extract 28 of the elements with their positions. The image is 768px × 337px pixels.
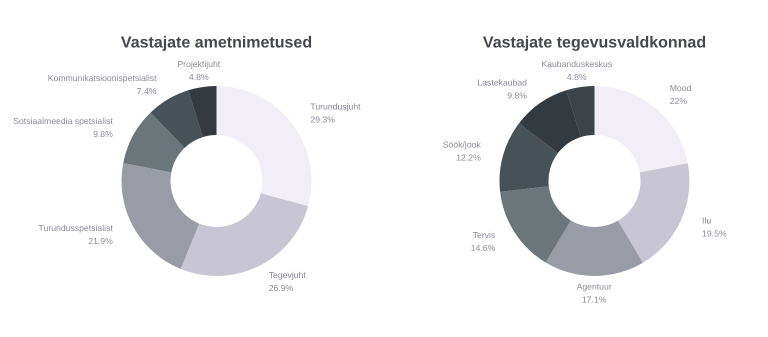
data-label: 7.4% <box>136 86 157 96</box>
slice-label: Söök/jook <box>442 140 482 150</box>
data-label: 29.3% <box>310 114 336 125</box>
slice-label: Turundusspetsialist <box>38 222 114 233</box>
data-label: 4.8% <box>188 72 209 82</box>
slice-label: Kommunikatsioonispetsialist <box>48 73 158 84</box>
data-label: 17.1% <box>582 294 607 304</box>
slice-label: Projektijuht <box>177 58 221 69</box>
slice-label: Tegevjuht <box>268 270 306 280</box>
slice-label: Lastekaubad <box>477 78 528 88</box>
data-label: 21.9% <box>88 236 114 246</box>
slice-label: Sotsiaalmeedia spetsialist <box>13 116 114 126</box>
slice-label: Kaubanduskeskus <box>541 58 613 69</box>
data-label: 22% <box>670 96 688 106</box>
data-label: 4.8% <box>566 72 587 82</box>
slice-label: Mood <box>670 83 692 94</box>
data-label: 26.9% <box>268 282 294 293</box>
data-label: 14.6% <box>470 243 496 254</box>
data-label: 12.2% <box>456 152 482 163</box>
data-label: 9.8% <box>507 90 528 101</box>
slice-label: Turundusjuht <box>310 102 362 112</box>
data-label: 9.8% <box>93 129 114 140</box>
slice-label: Agentuur <box>576 282 612 292</box>
data-label: 19.5% <box>702 228 727 239</box>
slice-label: Ilu <box>702 216 712 226</box>
slice-label: Tervis <box>472 230 496 240</box>
chart-title: Vastajate tegevusvaldkonnad <box>482 34 706 52</box>
chart-title: Vastajate ametnimetused <box>120 34 312 52</box>
